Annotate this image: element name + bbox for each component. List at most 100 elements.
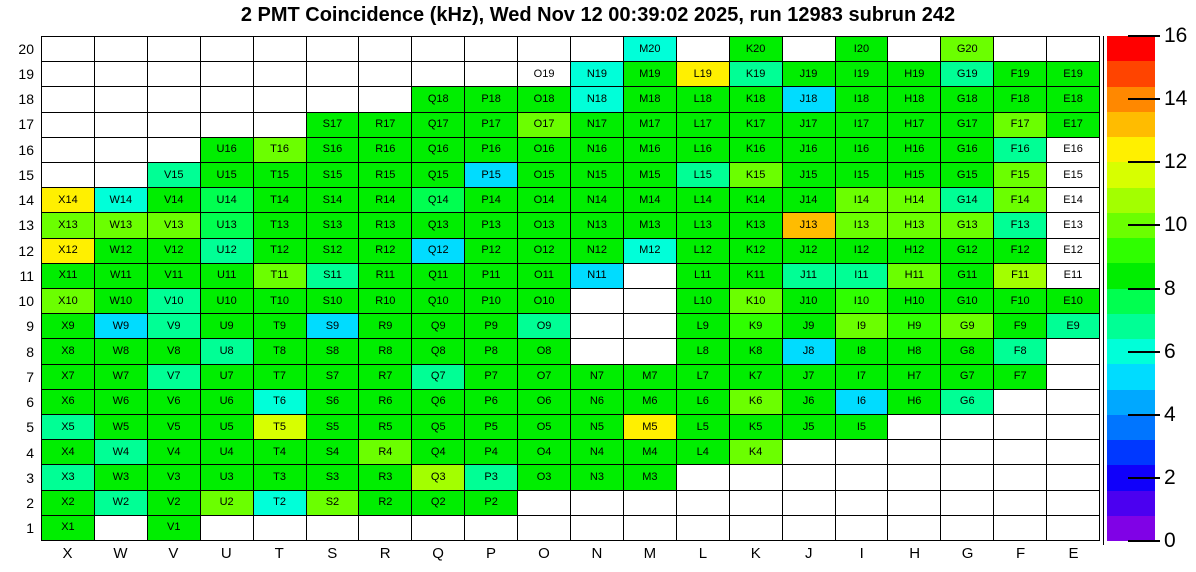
x-tick-label: R (379, 545, 391, 562)
heatmap-cell (1047, 440, 1100, 466)
heatmap-cell (941, 490, 995, 516)
heatmap-cell: H15 (888, 163, 942, 189)
heatmap-cell: F9 (994, 314, 1048, 340)
heatmap-cell: V9 (147, 314, 201, 340)
heatmap-cell (782, 515, 836, 541)
heatmap-cell: X9 (42, 314, 95, 340)
colorbar-band (1107, 162, 1155, 188)
heatmap-cell: H7 (888, 364, 942, 390)
colorbar-band (1107, 36, 1155, 62)
heatmap-cell: K10 (729, 289, 783, 315)
colorbar-tick-label: 10 (1164, 213, 1188, 236)
heatmap-cell: P8 (465, 339, 519, 365)
heatmap-cell (359, 87, 413, 113)
heatmap-cell: J5 (782, 415, 836, 441)
heatmap-cell (835, 515, 889, 541)
heatmap-cell (888, 490, 942, 516)
heatmap-cell: M3 (623, 465, 677, 491)
y-tick-label: 3 (26, 469, 34, 486)
y-tick-label: 13 (18, 217, 34, 234)
heatmap-cell (94, 87, 148, 113)
heatmap-cell: P7 (465, 364, 519, 390)
y-tick-label: 16 (18, 141, 34, 158)
heatmap-cell: L11 (676, 263, 730, 289)
heatmap-cell: H16 (888, 137, 942, 163)
heatmap-cell: H14 (888, 188, 942, 214)
heatmap-cell: G12 (941, 238, 995, 264)
heatmap-cell: F8 (994, 339, 1048, 365)
colorbar-tick-label: 0 (1164, 529, 1176, 552)
heatmap-cell (94, 163, 148, 189)
heatmap-cell: T13 (253, 213, 307, 239)
heatmap-cell (147, 87, 201, 113)
heatmap-cell: O17 (518, 112, 571, 138)
heatmap-cell: F7 (994, 364, 1048, 390)
heatmap-cell (835, 440, 889, 466)
heatmap-cell: U10 (200, 289, 254, 315)
heatmap-cell: F19 (994, 62, 1048, 88)
heatmap-cell: M18 (623, 87, 677, 113)
heatmap-cell: F17 (994, 112, 1048, 138)
y-tick-label: 1 (26, 520, 34, 537)
heatmap-cell: M5 (623, 415, 677, 441)
heatmap-cell: M17 (623, 112, 677, 138)
heatmap-cell: R9 (359, 314, 413, 340)
colorbar-band (1107, 238, 1155, 264)
heatmap-cell (200, 62, 254, 88)
heatmap-cell (306, 515, 360, 541)
heatmap-cell: V2 (147, 490, 201, 516)
heatmap-cell: X1 (42, 515, 95, 541)
heatmap-cell: R16 (359, 137, 413, 163)
heatmap-cell: V11 (147, 263, 201, 289)
heatmap-cell: V3 (147, 465, 201, 491)
colorbar-tick-label: 6 (1164, 340, 1176, 363)
heatmap-cell (1047, 364, 1100, 390)
heatmap-cell (1047, 389, 1100, 415)
heatmap-cell: S15 (306, 163, 360, 189)
heatmap-cell: K12 (729, 238, 783, 264)
heatmap-cell: W5 (94, 415, 148, 441)
heatmap-cell: P12 (465, 238, 519, 264)
heatmap-cell (888, 37, 942, 63)
heatmap-cell: G6 (941, 389, 995, 415)
heatmap-cell: T14 (253, 188, 307, 214)
heatmap-cell (782, 465, 836, 491)
heatmap-cell: U11 (200, 263, 254, 289)
heatmap-cell: G7 (941, 364, 995, 390)
heatmap-cell: N17 (571, 112, 624, 138)
heatmap-cell: G9 (941, 314, 995, 340)
heatmap-cell: Q6 (412, 389, 466, 415)
heatmap-cell (465, 62, 519, 88)
heatmap-cell: E10 (1047, 289, 1100, 315)
heatmap-cell: S6 (306, 389, 360, 415)
heatmap-cell: P6 (465, 389, 519, 415)
heatmap-cell: G19 (941, 62, 995, 88)
colorbar-band (1107, 288, 1155, 314)
heatmap-cell: S17 (306, 112, 360, 138)
heatmap-cell: R2 (359, 490, 413, 516)
heatmap-cell (729, 515, 783, 541)
x-tick-label: S (327, 545, 338, 562)
heatmap-cell: Q14 (412, 188, 466, 214)
heatmap-cell: I13 (835, 213, 889, 239)
heatmap-cell (94, 62, 148, 88)
y-tick-label: 12 (18, 242, 34, 259)
heatmap-cell: P14 (465, 188, 519, 214)
heatmap-cell: J9 (782, 314, 836, 340)
colorbar-tick-mark (1128, 414, 1160, 416)
heatmap-cell: U3 (200, 465, 254, 491)
heatmap-cell: G14 (941, 188, 995, 214)
heatmap-cell: J16 (782, 137, 836, 163)
heatmap-cell: X12 (42, 238, 95, 264)
heatmap-cell (676, 37, 730, 63)
heatmap-cell: M4 (623, 440, 677, 466)
x-tick-label: H (909, 545, 921, 562)
heatmap-cell: M12 (623, 238, 677, 264)
heatmap-cell: U5 (200, 415, 254, 441)
y-tick-label: 2 (26, 495, 34, 512)
heatmap-cell: T2 (253, 490, 307, 516)
colorbar-tick-label: 8 (1164, 277, 1176, 300)
heatmap-cell: O19 (518, 62, 571, 88)
heatmap-cell: P5 (465, 415, 519, 441)
heatmap-cell: O16 (518, 137, 571, 163)
